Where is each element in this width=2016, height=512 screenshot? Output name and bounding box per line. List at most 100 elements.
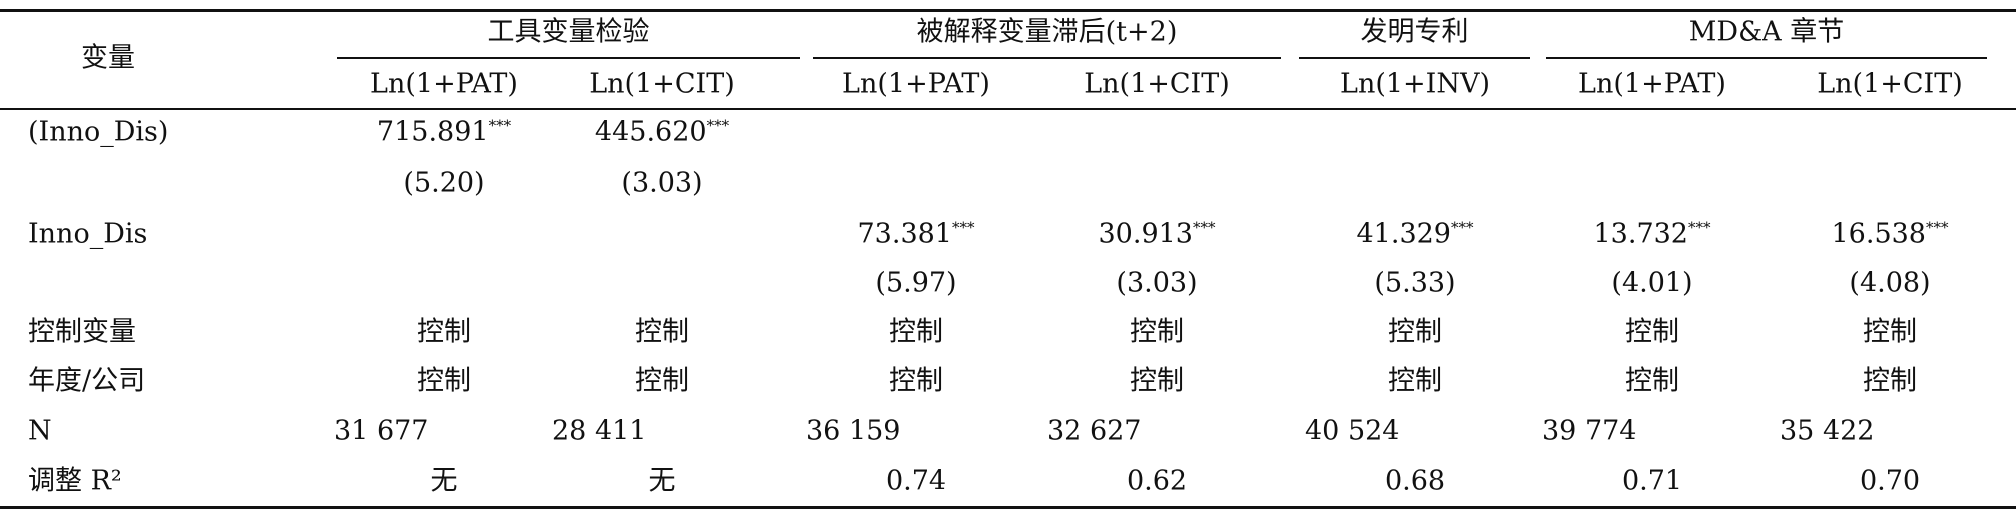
cell-text: 控制 — [1388, 316, 1442, 348]
cell: (5.97) — [875, 270, 956, 297]
column-header-text: Ln(1+PAT) — [1578, 68, 1726, 100]
cell: 39 774 — [1542, 418, 1636, 445]
cell-text: 0.74 — [885, 465, 947, 497]
cell: 控制 — [1130, 319, 1184, 346]
cell-text: (4.01) — [1611, 267, 1693, 299]
cell-text: 控制 — [1388, 365, 1442, 397]
cell: (5.33) — [1374, 270, 1455, 297]
cell: (5.20) — [403, 170, 484, 197]
row-label: (Inno_Dis) — [28, 119, 168, 146]
cell: 73.381*** — [857, 218, 975, 250]
column-header: Ln(1+PAT) — [842, 71, 990, 98]
significance: *** — [1192, 218, 1216, 237]
cell: 控制 — [635, 319, 689, 346]
cell-text: 0.71 — [1621, 465, 1683, 497]
column-header: Ln(1+INV) — [1340, 71, 1490, 98]
cell: 445.620*** — [595, 116, 730, 146]
cell-text: (3.03) — [621, 167, 703, 199]
group-header-text: 发明专利 — [1360, 16, 1469, 48]
cell-text: (5.97) — [875, 267, 957, 299]
cell: 控制 — [635, 368, 689, 395]
cell: 30.913*** — [1098, 218, 1216, 250]
group-header-text: 工具变量检验 — [487, 16, 650, 48]
cell-text: (4.08) — [1849, 267, 1931, 299]
column-header-text: Ln(1+CIT) — [589, 68, 735, 100]
cell: 40 524 — [1305, 418, 1399, 445]
group-header-text: 被解释变量滞后(t+2) — [916, 16, 1178, 48]
row-label-text: (Inno_Dis) — [28, 116, 169, 148]
cell-text: 715.891 — [376, 116, 489, 148]
cell: 0.74 — [886, 468, 946, 495]
group-header: MD&A 章节 — [1689, 19, 1844, 46]
row-header-text: 变量 — [81, 42, 135, 74]
cell: 控制 — [417, 368, 471, 395]
cell-text: 40 524 — [1305, 415, 1400, 447]
cell: 控制 — [1388, 368, 1442, 395]
cell-text: (3.03) — [1116, 267, 1198, 299]
cell-text: 73.381 — [857, 218, 952, 250]
significance: *** — [951, 218, 975, 237]
cell: (3.03) — [1116, 270, 1197, 297]
row-label: 控制变量 — [28, 319, 136, 346]
cell-text: 无 — [648, 465, 676, 497]
column-header: Ln(1+CIT) — [1084, 71, 1230, 98]
cell: (3.03) — [621, 170, 702, 197]
group-rule — [813, 57, 1281, 59]
cell-text: 16.538 — [1831, 218, 1926, 250]
cell: 控制 — [889, 368, 943, 395]
column-header: Ln(1+CIT) — [589, 71, 735, 98]
significance: *** — [706, 116, 730, 135]
cell: 715.891*** — [376, 116, 512, 148]
cell-text: 32 627 — [1047, 415, 1142, 447]
cell-text: 无 — [430, 465, 458, 497]
cell-text: 28 411 — [552, 415, 647, 447]
row-label-text: 调整 R² — [28, 465, 122, 497]
significance: *** — [1687, 218, 1711, 237]
cell-text: 0.68 — [1384, 465, 1446, 497]
cell-text: 35 422 — [1780, 415, 1875, 447]
group-rule — [1299, 57, 1530, 59]
cell: 控制 — [1130, 368, 1184, 395]
top-rule — [0, 9, 2016, 12]
group-header-text: MD&A 章节 — [1688, 16, 1845, 48]
cell-text: 控制 — [635, 316, 689, 348]
significance: *** — [488, 116, 512, 135]
cell: (4.08) — [1849, 270, 1930, 297]
header-rule — [0, 108, 2016, 110]
cell: 35 422 — [1780, 418, 1874, 445]
cell-text: 控制 — [417, 316, 471, 348]
cell-text: 30.913 — [1098, 218, 1193, 250]
cell: 36 159 — [806, 418, 900, 445]
cell: 控制 — [1625, 319, 1679, 346]
cell: 28 411 — [552, 418, 646, 445]
cell: 控制 — [417, 319, 471, 346]
significance: *** — [1450, 218, 1474, 237]
cell: 0.70 — [1860, 468, 1920, 495]
cell-text: 控制 — [635, 365, 689, 397]
row-label-text: Inno_Dis — [28, 218, 148, 250]
cell-text: 控制 — [1130, 365, 1184, 397]
cell-text: 0.70 — [1859, 465, 1921, 497]
cell: 0.62 — [1127, 468, 1187, 495]
cell: 控制 — [1863, 368, 1917, 395]
cell-text: 控制 — [417, 365, 471, 397]
cell: 13.732*** — [1594, 218, 1711, 248]
column-header: Ln(1+PAT) — [1578, 71, 1726, 98]
column-header-text: Ln(1+CIT) — [1817, 68, 1963, 100]
cell: 无 — [649, 468, 676, 495]
row-label: Inno_Dis — [28, 221, 147, 248]
cell: 0.71 — [1622, 468, 1682, 495]
cell-text: 31 677 — [334, 415, 429, 447]
group-header: 被解释变量滞后(t+2) — [917, 19, 1178, 46]
cell: 16.538*** — [1831, 218, 1949, 250]
significance: *** — [1925, 218, 1949, 237]
cell-text: 39 774 — [1542, 415, 1637, 447]
row-label: 调整 R² — [28, 468, 122, 495]
group-rule — [337, 57, 800, 59]
group-header: 工具变量检验 — [488, 19, 650, 46]
cell-text: 控制 — [1863, 365, 1917, 397]
cell-text: 控制 — [1863, 316, 1917, 348]
cell-text: 41.329 — [1356, 218, 1451, 250]
cell-text: (5.33) — [1374, 267, 1456, 299]
